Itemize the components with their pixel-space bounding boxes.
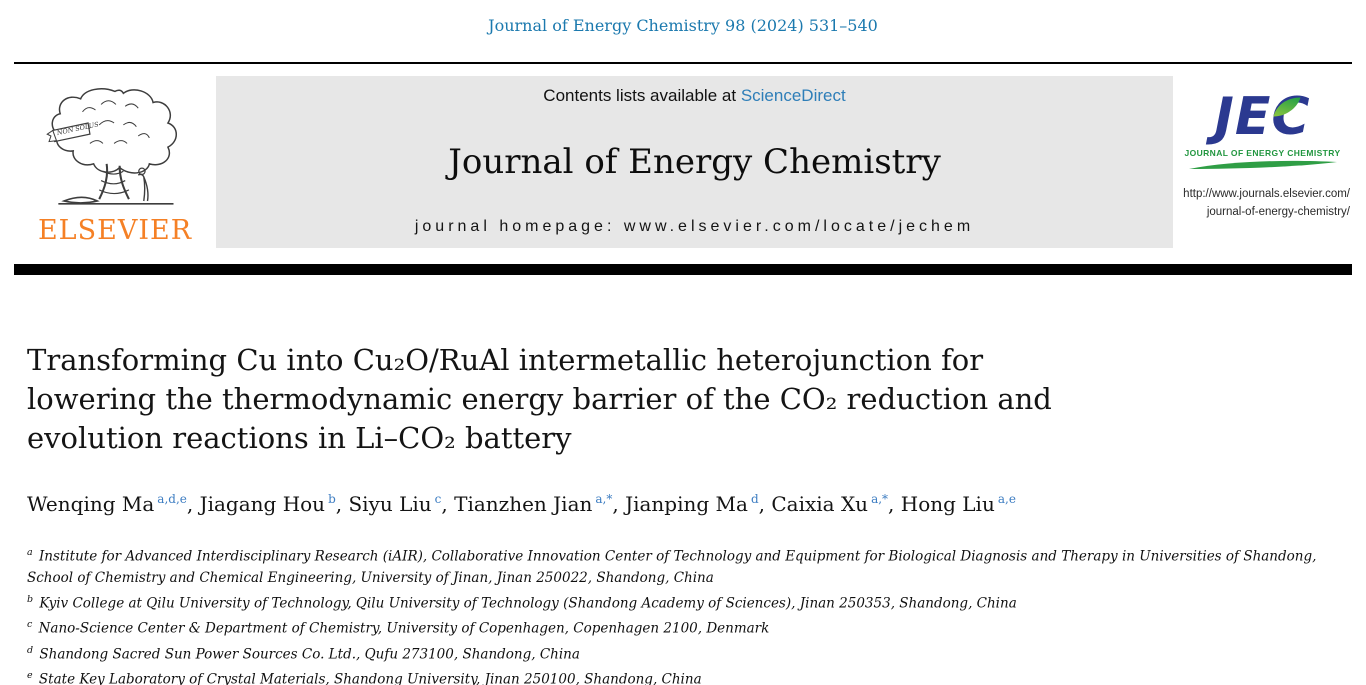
top-rule	[14, 62, 1352, 64]
author-affiliation-superscript: a,*	[871, 492, 889, 507]
affiliation-superscript: b	[27, 593, 34, 605]
affiliation-list: a Institute for Advanced Interdisciplina…	[27, 542, 1339, 685]
jec-leaf-icon	[1273, 97, 1302, 117]
author-name: Jianping Ma d	[625, 492, 759, 516]
author-list: Wenqing Ma a,d,e, Jiagang Hou b, Siyu Liu c…	[27, 492, 1016, 516]
non-solus-ribbon: NON SOLUS	[46, 120, 100, 143]
author-name: Siyu Liu c	[348, 492, 442, 516]
author-affiliation-superscript: a,*	[595, 492, 613, 507]
author-affiliation-superscript: c	[434, 492, 442, 507]
author-name: Jiagang Hou b	[199, 492, 336, 516]
author-name: Tianzhen Jian a,*	[454, 492, 613, 516]
separator-bar	[14, 264, 1352, 275]
affiliation-superscript: e	[27, 670, 33, 681]
affiliation: c Nano-Science Center & Department of Ch…	[27, 619, 770, 637]
affiliation: e State Key Laboratory of Crystal Materi…	[27, 670, 702, 685]
article-title-line: lowering the thermodynamic energy barrie…	[27, 382, 1052, 416]
affiliation-superscript: c	[27, 619, 33, 630]
journal-citation: Journal of Energy Chemistry 98 (2024) 53…	[488, 16, 878, 35]
jec-swoosh-icon	[1188, 160, 1337, 169]
affiliation: a Institute for Advanced Interdisciplina…	[27, 547, 1317, 586]
jec-tagline: JOURNAL OF ENERGY CHEMISTRY	[1184, 148, 1341, 158]
article-title: Transforming Cu into Cu₂O/RuAl intermeta…	[27, 341, 1339, 458]
elsevier-logo: NON SOLUS ELSEVIER	[14, 76, 216, 248]
author-name: Caixia Xu a,*	[771, 492, 889, 516]
journal-homepage-link[interactable]: journal homepage: www.elsevier.com/locat…	[414, 218, 975, 235]
jec-url-line-1: http://www.journals.elsevier.com/	[1183, 188, 1350, 200]
author-affiliation-superscript: d	[750, 492, 759, 507]
contents-line: Contents lists available at ScienceDirec…	[216, 86, 1173, 106]
author-name: Hong Liu a,e	[900, 492, 1016, 516]
elsevier-tree-icon: NON SOLUS	[46, 88, 178, 205]
affiliation: d Shandong Sacred Sun Power Sources Co. …	[27, 644, 580, 663]
article-header: Transforming Cu into Cu₂O/RuAl intermeta…	[27, 341, 1339, 685]
journal-banner: Contents lists available at ScienceDirec…	[216, 76, 1173, 248]
author-affiliation-superscript: a,d,e	[157, 492, 187, 507]
jec-logo: JEC JOURNAL OF ENERGY CHEMISTRY http://w…	[1173, 76, 1352, 248]
affiliation-superscript: a	[27, 547, 33, 558]
affiliation-superscript: d	[27, 644, 34, 656]
journal-name: Journal of Energy Chemistry	[448, 142, 941, 182]
affiliation: b Kyiv College at Qilu University of Tec…	[27, 593, 1017, 612]
masthead: NON SOLUS ELSEVIER Contents lists availa…	[14, 76, 1352, 248]
author-name: Wenqing Ma a,d,e	[27, 492, 187, 516]
sciencedirect-link[interactable]: ScienceDirect	[740, 86, 846, 105]
author-affiliation-superscript: a,e	[997, 492, 1016, 507]
jec-url-line-2: journal-of-energy-chemistry/	[1206, 206, 1350, 218]
jec-urls: http://www.journals.elsevier.com/ journa…	[1173, 185, 1352, 221]
article-title-line: evolution reactions in Li–CO₂ battery	[27, 421, 572, 455]
author-affiliation-superscript: b	[328, 492, 336, 507]
contents-line-text: Contents lists available at	[543, 86, 737, 105]
article-title-line: Transforming Cu into Cu₂O/RuAl intermeta…	[27, 343, 984, 377]
elsevier-wordmark: ELSEVIER	[37, 215, 193, 246]
